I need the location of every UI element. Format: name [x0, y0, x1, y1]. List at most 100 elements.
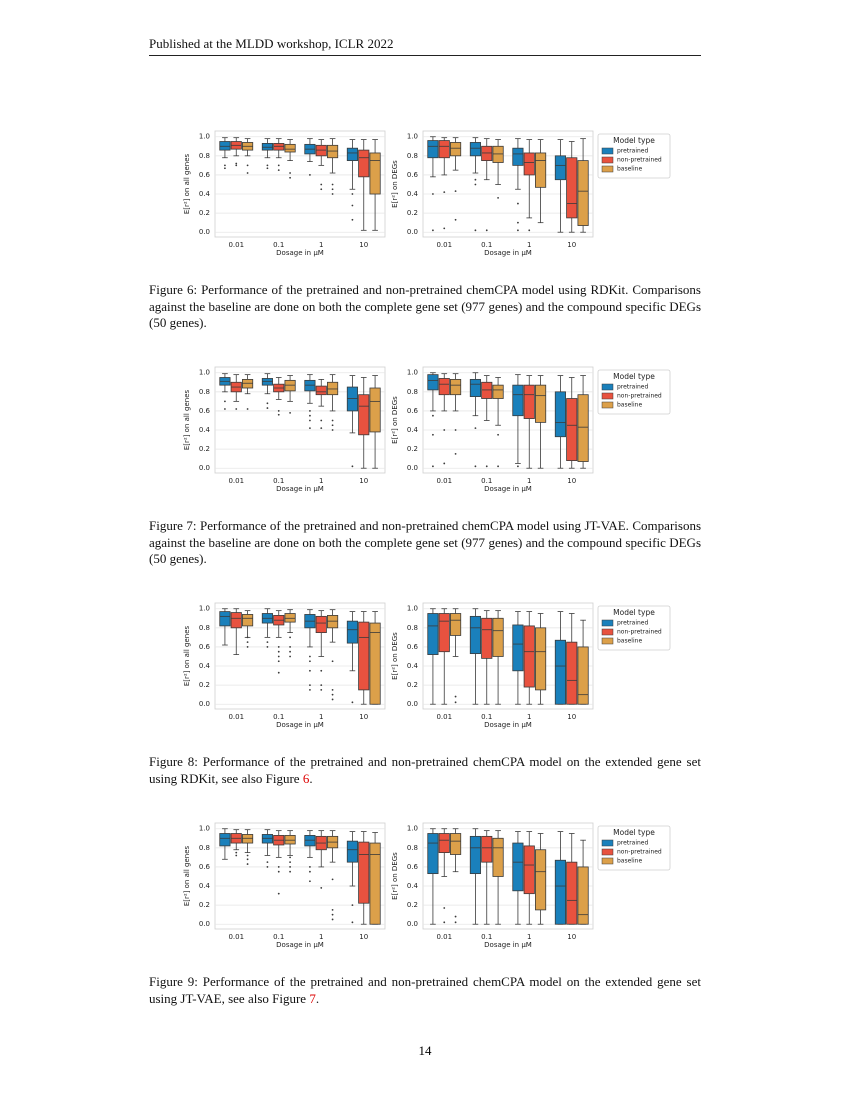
legend-title: Model type	[613, 136, 655, 145]
box	[577, 866, 589, 925]
outlier	[266, 407, 269, 409]
box	[492, 837, 504, 877]
x-tick-label: 0.1	[481, 933, 492, 941]
box	[512, 842, 524, 892]
y-tick-label: 0.8	[407, 152, 418, 160]
y-tick-label: 0.0	[407, 228, 418, 236]
outlier	[309, 669, 311, 672]
outlier	[224, 167, 226, 170]
outlier	[320, 427, 323, 430]
caption-text: Figure 6: Performance of the pretrained …	[149, 282, 701, 330]
outlier	[235, 851, 238, 854]
outlier	[443, 907, 446, 909]
outlier	[289, 411, 291, 414]
y-tick-label: 1.0	[199, 825, 210, 833]
outlier	[235, 164, 238, 167]
box	[261, 143, 273, 151]
box	[315, 615, 327, 634]
y-tick-label: 0.6	[199, 407, 211, 415]
box	[535, 152, 547, 188]
outlier	[485, 229, 488, 232]
y-tick-label: 0.4	[407, 190, 419, 198]
box	[427, 140, 439, 159]
legend-swatch	[601, 147, 614, 155]
outlier	[517, 202, 519, 205]
box	[219, 141, 231, 151]
legend-label: non-pretrained	[617, 393, 662, 400]
box	[346, 147, 358, 162]
figure-caption: Figure 8: Performance of the pretrained …	[149, 754, 701, 787]
x-tick-label: 1	[319, 933, 323, 941]
y-tick-label: 0.4	[199, 190, 211, 198]
outlier	[320, 188, 323, 191]
y-tick-label: 0.0	[199, 700, 210, 708]
outlier	[474, 229, 477, 232]
y-axis-label: E[r²] on all genes	[183, 846, 191, 907]
box	[535, 849, 547, 911]
outlier	[246, 164, 249, 167]
page-number: 14	[418, 1043, 432, 1058]
box	[481, 617, 493, 659]
outlier	[432, 193, 434, 195]
outlier	[474, 465, 477, 468]
box	[523, 625, 535, 688]
x-tick-label: 1	[527, 241, 531, 249]
outlier	[277, 169, 280, 172]
y-tick-label: 0.4	[199, 662, 211, 670]
y-tick-label: 0.6	[199, 863, 211, 871]
box	[481, 835, 493, 863]
legend-swatch	[601, 383, 614, 391]
box	[566, 398, 578, 461]
box	[450, 142, 462, 157]
outlier	[277, 671, 280, 674]
x-axis-label: Dosage in μM	[484, 249, 532, 257]
box	[450, 379, 462, 396]
y-tick-label: 0.8	[199, 844, 210, 852]
x-tick-label: 1	[319, 241, 323, 249]
box	[427, 374, 439, 391]
y-tick-label: 0.8	[407, 624, 418, 632]
y-tick-label: 1.0	[407, 605, 418, 613]
x-axis-label: Dosage in μM	[276, 941, 324, 949]
y-tick-label: 0.2	[199, 901, 210, 909]
box	[304, 835, 316, 847]
x-axis-label: Dosage in μM	[484, 485, 532, 493]
x-tick-label: 10	[359, 713, 368, 721]
y-axis-label: E[r²] on all genes	[183, 626, 191, 687]
outlier	[235, 408, 238, 410]
outlier	[497, 433, 499, 436]
outlier	[309, 410, 311, 412]
outlier	[309, 655, 311, 658]
outlier	[331, 193, 334, 195]
outlier	[443, 921, 446, 924]
y-axis-label: E[r²] on all genes	[183, 390, 191, 451]
x-tick-label: 0.01	[436, 933, 452, 941]
x-axis-label: Dosage in μM	[276, 721, 324, 729]
outlier	[289, 172, 291, 174]
legend-label: baseline	[617, 166, 642, 173]
y-tick-label: 0.2	[199, 445, 210, 453]
y-tick-label: 0.2	[407, 681, 418, 689]
box	[450, 833, 462, 855]
outlier	[266, 167, 269, 170]
outlier	[266, 641, 269, 644]
legend-box	[597, 605, 671, 651]
box	[261, 378, 273, 386]
outlier	[454, 453, 457, 455]
legend-swatch	[601, 628, 614, 636]
y-tick-label: 1.0	[199, 133, 210, 141]
outlier	[443, 429, 446, 431]
y-tick-label: 0.8	[199, 388, 210, 396]
box	[369, 622, 381, 705]
outlier	[320, 183, 323, 186]
legend-label: baseline	[617, 858, 642, 865]
outlier	[277, 413, 280, 416]
outlier	[289, 856, 291, 859]
legend-title: Model type	[613, 828, 655, 837]
outlier	[331, 183, 334, 186]
x-tick-label: 10	[567, 933, 576, 941]
outlier	[351, 193, 354, 195]
box	[492, 617, 504, 657]
box	[346, 386, 358, 412]
